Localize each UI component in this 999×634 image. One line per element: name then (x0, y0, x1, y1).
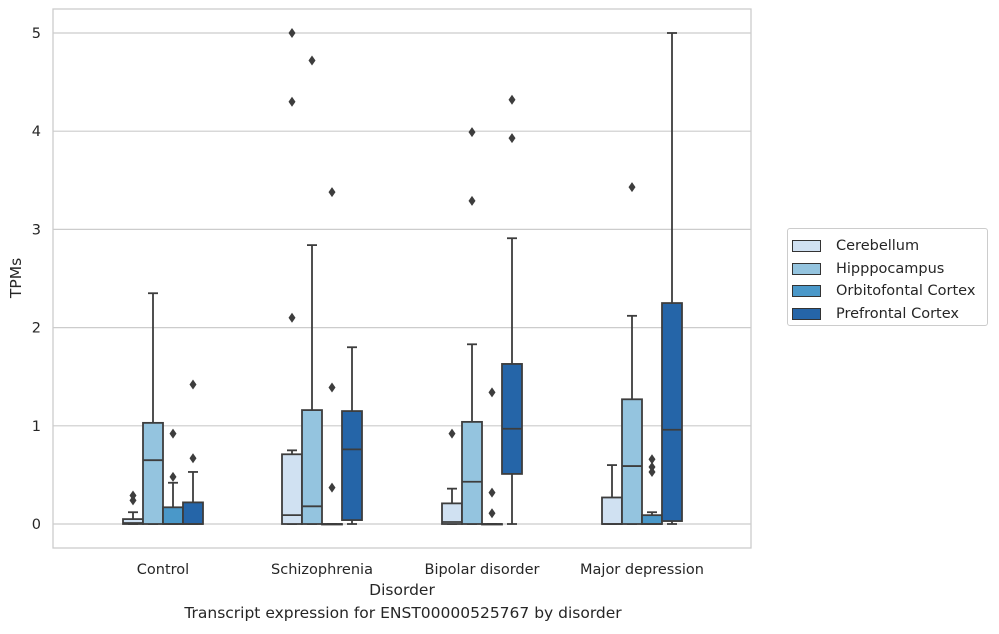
legend-item-hippocampus: Hipppocampus (792, 258, 987, 281)
box-orbitofontal-cortex-1 (321, 187, 343, 526)
box-orbitofontal-cortex-0 (162, 428, 184, 525)
box-prefrontal-cortex-1 (341, 346, 363, 525)
legend-label: Hipppocampus (836, 260, 945, 277)
outlier-point (189, 453, 197, 464)
box-iqr (182, 501, 204, 525)
box-cerebellum-3 (601, 464, 623, 525)
box-iqr (601, 496, 623, 525)
y-tick-labels: 0 1 2 3 4 5 (32, 26, 41, 533)
box-hipppocampus-3 (621, 182, 643, 525)
legend-swatch (792, 240, 821, 253)
y-tick-label: 5 (32, 26, 41, 42)
outlier-point (508, 94, 516, 105)
outlier-point (468, 127, 476, 138)
legend-label: Prefrontal Cortex (836, 305, 959, 322)
outlier-point (288, 28, 296, 38)
x-tick-label: Bipolar disorder (425, 562, 540, 578)
box-cerebellum-2 (441, 428, 463, 525)
legend-swatch (792, 262, 821, 275)
box-iqr (162, 506, 184, 525)
legend-item-cerebellum: Cerebellum (792, 235, 987, 258)
outlier-point (288, 96, 296, 107)
x-axis-label: Disorder (369, 581, 435, 599)
boxes (122, 28, 683, 526)
x-tick-label: Major depression (580, 562, 704, 578)
y-axis-label: TPMs (7, 258, 25, 299)
box-orbitofontal-cortex-3 (641, 454, 663, 525)
y-tick-label: 1 (32, 419, 41, 435)
outlier-point (488, 487, 496, 498)
legend-swatch (792, 285, 821, 298)
box-cerebellum-1 (281, 28, 303, 525)
legend-item-orbitofrontal-cortex: Orbitofontal Cortex (792, 280, 987, 303)
y-tick-label: 0 (32, 517, 41, 533)
box-iqr (441, 502, 463, 525)
box-iqr (661, 302, 683, 522)
box-cerebellum-0 (122, 490, 144, 525)
y-tick-label: 3 (32, 222, 41, 238)
y-tick-label: 2 (32, 321, 41, 337)
box-prefrontal-cortex-3 (661, 32, 683, 525)
box-prefrontal-cortex-0 (182, 379, 204, 525)
legend: Cerebellum Hipppocampus Orbitofontal Cor… (787, 228, 988, 326)
box-iqr (142, 421, 164, 525)
box-iqr (301, 409, 323, 525)
box-iqr (621, 398, 643, 525)
outlier-point (288, 312, 296, 323)
outlier-point (308, 55, 316, 66)
outlier-point (648, 462, 656, 473)
outlier-point (488, 387, 496, 398)
box-hipppocampus-0 (142, 292, 164, 525)
legend-swatch (792, 307, 821, 320)
outlier-point (328, 187, 336, 198)
figure-caption: Transcript expression for ENST0000052576… (184, 604, 622, 622)
outlier-point (169, 471, 177, 482)
y-tick-label: 4 (32, 124, 41, 140)
outlier-point (129, 490, 137, 501)
outlier-point (468, 195, 476, 206)
outlier-point (628, 182, 636, 193)
box-orbitofontal-cortex-2 (481, 387, 503, 526)
legend-label: Orbitofontal Cortex (836, 283, 976, 300)
outlier-point (488, 508, 496, 519)
outlier-point (189, 379, 197, 390)
box-iqr (461, 420, 483, 525)
box-hipppocampus-1 (301, 55, 323, 525)
box-prefrontal-cortex-2 (501, 94, 523, 525)
x-tick-label: Control (137, 562, 189, 578)
box-iqr (341, 410, 363, 521)
box-iqr (641, 514, 663, 525)
outlier-point (328, 382, 336, 393)
outlier-point (508, 133, 516, 144)
outlier-point (169, 428, 177, 439)
x-tick-label: Schizophrenia (271, 562, 373, 578)
legend-label: Cerebellum (836, 238, 920, 255)
box-iqr (501, 363, 523, 475)
box-hipppocampus-2 (461, 127, 483, 525)
plot-area-frame (52, 8, 752, 549)
outlier-point (648, 454, 656, 465)
outlier-point (328, 482, 336, 493)
legend-item-prefrontal-cortex: Prefrontal Cortex (792, 303, 987, 326)
box-iqr (281, 453, 303, 525)
x-tick-labels: Control Schizophrenia Bipolar disorder Majo… (137, 562, 704, 578)
outlier-point (448, 428, 456, 439)
